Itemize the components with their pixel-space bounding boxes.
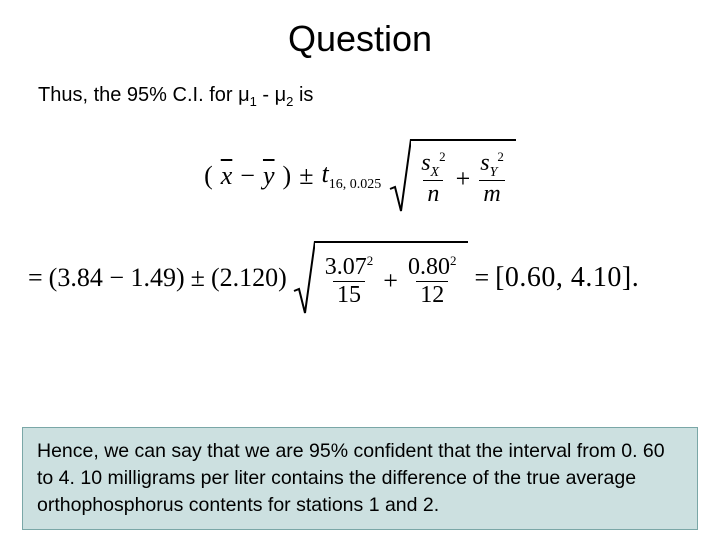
formula-block: (x − y) ± t16, 0.025 sX2 n + sY2 m = (3.… <box>38 139 682 315</box>
sqrt-numeric: 3.072 15 + 0.802 12 <box>293 241 469 315</box>
m-denom: m <box>479 180 504 207</box>
sx-squared: sX2 <box>417 150 449 180</box>
equals-1: = <box>28 263 43 293</box>
intro-suffix: is <box>293 84 313 106</box>
intro-text: Thus, the 95% C.I. for μ1 - μ2 is <box>38 84 720 109</box>
radical-icon <box>389 139 411 213</box>
sy-sub: Y <box>490 165 498 180</box>
t-symbol: t16, 0.025 <box>321 159 381 193</box>
plus-minus-2: ± <box>191 263 205 293</box>
intro-sub1: 1 <box>250 94 257 109</box>
sx-sub: X <box>431 165 440 180</box>
den-15: 15 <box>333 281 365 308</box>
t-subscript: 16, 0.025 <box>329 177 382 192</box>
num1-sup: 2 <box>367 253 374 268</box>
den-12: 12 <box>416 281 448 308</box>
diff-numeric: (3.84 − 1.49) <box>49 263 185 293</box>
frac-sy-m: sY2 m <box>476 150 508 208</box>
t-value: (2.120) <box>211 263 287 293</box>
radical-icon-2 <box>293 241 315 315</box>
n-letter: n <box>427 181 439 207</box>
sx-sup: 2 <box>439 149 446 164</box>
num1-base: 3.07 <box>325 254 367 280</box>
s-letter-y: s <box>480 150 489 176</box>
num-080sq: 0.802 <box>404 254 461 280</box>
ybar: y <box>263 161 275 191</box>
conclusion-text: Hence, we can say that we are 95% confid… <box>37 440 665 516</box>
frac-sx-n: sX2 n <box>417 150 449 208</box>
s-letter-x: s <box>421 150 430 176</box>
radicand-numeric: 3.072 15 + 0.802 12 <box>315 241 469 315</box>
plus-minus: ± <box>299 161 313 191</box>
conclusion-box: Hence, we can say that we are 95% confid… <box>22 427 698 530</box>
t-letter: t <box>321 159 328 188</box>
frac-307-15: 3.072 15 <box>321 254 378 308</box>
num2-sup: 2 <box>450 253 457 268</box>
n-denom: n <box>423 180 443 207</box>
interval-result: [0.60, 4.10]. <box>495 262 639 294</box>
plus-in-sqrt-2: + <box>383 266 398 296</box>
sy-squared: sY2 <box>476 150 508 180</box>
intro-prefix: Thus, the 95% C.I. for μ <box>38 84 250 106</box>
paren-open: ( <box>204 161 213 191</box>
num2-base: 0.80 <box>408 254 450 280</box>
frac-080-12: 0.802 12 <box>404 254 461 308</box>
plus-in-sqrt: + <box>456 164 471 194</box>
intro-mid: - μ <box>257 84 286 106</box>
formula-numeric: = (3.84 − 1.49) ± (2.120) 3.072 15 + 0.8… <box>28 241 682 315</box>
page-title: Question <box>0 18 720 60</box>
formula-general: (x − y) ± t16, 0.025 sX2 n + sY2 m <box>38 139 682 213</box>
sy-sup: 2 <box>497 149 504 164</box>
equals-2: = <box>474 263 489 293</box>
num-307sq: 3.072 <box>321 254 378 280</box>
paren-close: ) <box>283 161 292 191</box>
m-letter: m <box>483 181 500 207</box>
radicand-general: sX2 n + sY2 m <box>411 139 516 213</box>
xbar: x <box>221 161 233 191</box>
minus: − <box>240 161 255 191</box>
sqrt-general: sX2 n + sY2 m <box>389 139 516 213</box>
